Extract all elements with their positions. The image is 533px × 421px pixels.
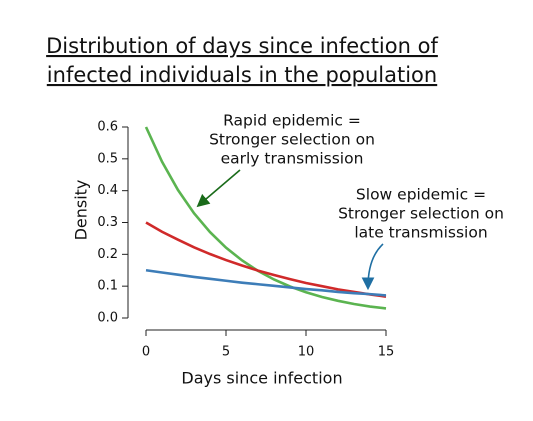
x-axis-label: Days since infection <box>181 369 342 388</box>
arrow <box>196 169 241 208</box>
y-tick-label: 0.4 <box>97 183 118 198</box>
y-tick-label: 0.2 <box>97 247 118 262</box>
y-tick-label: 0.1 <box>97 279 118 294</box>
x-tick-label: 15 <box>378 345 395 360</box>
y-tick-label: 0.5 <box>97 151 118 166</box>
annotation: Stronger selection on <box>209 131 375 149</box>
y-tick-label: 0.0 <box>97 311 118 326</box>
annotation: Slow epidemic = <box>356 186 486 204</box>
x-tick-label: 0 <box>142 345 150 360</box>
annotation: early transmission <box>221 150 364 168</box>
x-tick-label: 5 <box>222 345 230 360</box>
data-line <box>144 126 387 310</box>
y-tick-label: 0.6 <box>97 120 118 135</box>
annotation: late transmission <box>354 224 487 242</box>
annotation: Rapid epidemic = <box>223 112 361 130</box>
arrow <box>361 243 384 291</box>
chart-title: infected individuals in the population <box>47 63 437 87</box>
y-axis-label: Density <box>72 180 91 241</box>
annotation: Stronger selection on <box>338 205 504 223</box>
data-line <box>145 221 387 298</box>
data-line <box>145 268 387 297</box>
x-tick-label: 10 <box>298 345 315 360</box>
y-tick-label: 0.3 <box>97 215 118 230</box>
chart-title: Distribution of days since infection of <box>46 34 438 58</box>
